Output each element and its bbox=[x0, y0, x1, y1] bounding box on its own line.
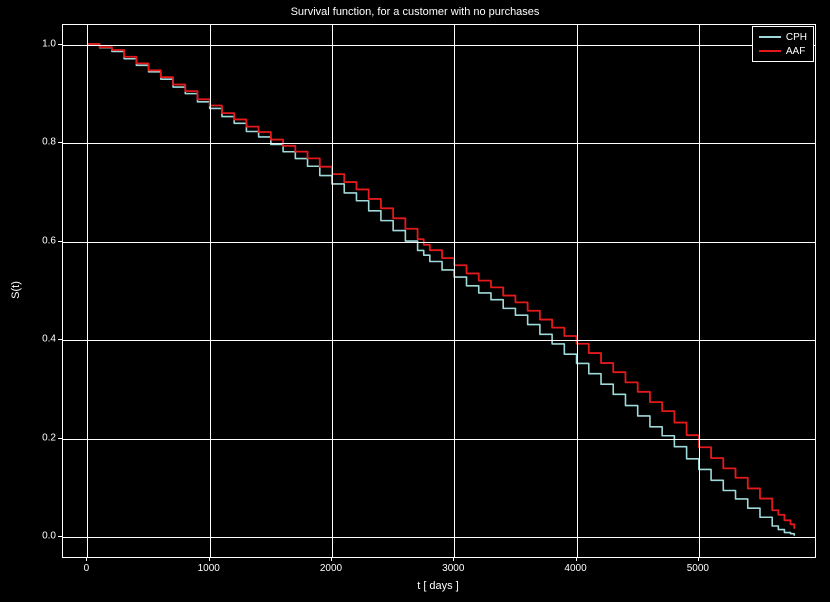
grid-line-h bbox=[63, 45, 815, 46]
legend-label: AAF bbox=[786, 46, 805, 57]
series-cph bbox=[87, 44, 794, 536]
grid-line-v bbox=[332, 25, 333, 557]
survival-chart: Survival function, for a customer with n… bbox=[0, 0, 830, 602]
grid-line-h bbox=[63, 439, 815, 440]
grid-line-v bbox=[454, 25, 455, 557]
x-tick-label: 4000 bbox=[564, 563, 586, 574]
x-tick bbox=[576, 557, 577, 561]
legend-item-aaf: AAF bbox=[759, 44, 807, 58]
x-axis-label: t [ days ] bbox=[417, 580, 459, 592]
series-lines bbox=[63, 25, 815, 557]
x-tick-label: 5000 bbox=[687, 563, 709, 574]
y-tick-label: 1.0 bbox=[34, 38, 56, 49]
plot-area bbox=[62, 24, 816, 558]
x-tick bbox=[209, 557, 210, 561]
x-tick-label: 1000 bbox=[198, 563, 220, 574]
legend: CPH AAF bbox=[752, 26, 814, 62]
grid-line-v bbox=[699, 25, 700, 557]
y-tick bbox=[58, 339, 62, 340]
grid-line-h bbox=[63, 340, 815, 341]
x-tick-label: 3000 bbox=[442, 563, 464, 574]
y-tick-label: 0.2 bbox=[34, 432, 56, 443]
y-tick-label: 0.4 bbox=[34, 334, 56, 345]
x-tick-label: 0 bbox=[84, 563, 90, 574]
legend-swatch bbox=[759, 36, 781, 38]
x-tick bbox=[453, 557, 454, 561]
y-tick bbox=[58, 241, 62, 242]
legend-label: CPH bbox=[786, 32, 807, 43]
chart-title: Survival function, for a customer with n… bbox=[0, 6, 830, 18]
y-axis-label: S(t) bbox=[10, 281, 22, 299]
y-tick-label: 0.8 bbox=[34, 137, 56, 148]
grid-line-h bbox=[63, 242, 815, 243]
grid-line-v bbox=[87, 25, 88, 557]
y-tick bbox=[58, 536, 62, 537]
series-aaf bbox=[87, 44, 794, 529]
y-tick bbox=[58, 142, 62, 143]
grid-line-h bbox=[63, 143, 815, 144]
x-tick bbox=[698, 557, 699, 561]
y-tick bbox=[58, 438, 62, 439]
y-tick bbox=[58, 44, 62, 45]
legend-swatch bbox=[759, 50, 781, 52]
grid-line-v bbox=[577, 25, 578, 557]
x-tick-label: 2000 bbox=[320, 563, 342, 574]
legend-item-cph: CPH bbox=[759, 30, 807, 44]
x-tick bbox=[86, 557, 87, 561]
y-tick-label: 0.6 bbox=[34, 235, 56, 246]
grid-line-v bbox=[210, 25, 211, 557]
grid-line-h bbox=[63, 537, 815, 538]
x-tick bbox=[331, 557, 332, 561]
y-tick-label: 0.0 bbox=[34, 531, 56, 542]
